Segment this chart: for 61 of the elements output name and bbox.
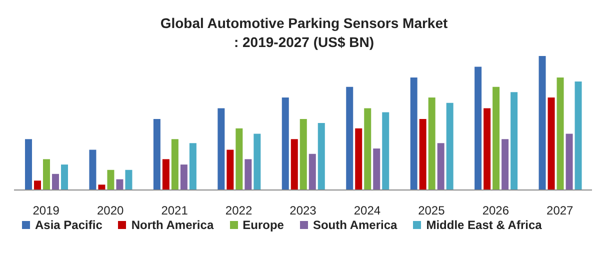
bar (318, 123, 325, 190)
bar (428, 98, 436, 190)
legend-label: Middle East & Africa (426, 218, 542, 232)
bar (125, 170, 132, 190)
bar (107, 170, 114, 190)
legend-label: Europe (242, 218, 284, 232)
x-tick-label: 2027 (546, 204, 574, 218)
bar (556, 77, 564, 190)
bar (282, 98, 289, 190)
bar (364, 108, 372, 190)
bar (410, 77, 418, 190)
bar (346, 86, 354, 190)
bar (446, 102, 454, 190)
bar (254, 134, 261, 190)
bar (162, 159, 170, 190)
x-tick-label: 2019 (32, 204, 60, 218)
bar (171, 139, 178, 190)
bar (236, 128, 243, 190)
bar (574, 81, 582, 190)
bar (382, 112, 390, 190)
bar (510, 92, 518, 190)
bar (538, 56, 546, 190)
bar (116, 179, 124, 190)
bar (492, 86, 500, 190)
bar (566, 134, 573, 190)
bar (484, 108, 491, 190)
legend-label: South America (312, 218, 398, 232)
bar (43, 159, 50, 190)
bar (98, 184, 106, 190)
x-tick-label: 2025 (418, 204, 446, 218)
bar (244, 159, 252, 190)
chart-title: Global Automotive Parking Sensors Market (159, 14, 449, 33)
bar (419, 118, 426, 190)
bar (34, 180, 41, 190)
bar (25, 139, 32, 190)
x-tick-label: 2022 (225, 204, 252, 218)
chart-subtitle: : 2019-2027 (US$ BN) (232, 33, 376, 52)
bar (218, 108, 225, 190)
bar (355, 128, 362, 190)
x-tick-label: 2024 (354, 204, 381, 218)
x-tick-label: 2021 (161, 204, 188, 218)
legend-label: North America (131, 218, 214, 232)
bar (61, 164, 68, 190)
legend-label: Asia Pacific (35, 218, 102, 232)
bar (437, 143, 444, 190)
x-tick-label: 2026 (482, 204, 510, 218)
x-tick-label: 2020 (96, 204, 124, 218)
bar (373, 148, 380, 190)
bar (226, 150, 234, 190)
bar (308, 154, 316, 190)
x-tick-label: 2023 (290, 204, 317, 218)
bar (300, 118, 307, 190)
bar (153, 118, 160, 190)
bar (180, 164, 188, 190)
bar (189, 143, 196, 190)
bar (89, 150, 96, 190)
bar (474, 66, 482, 190)
bar (548, 98, 555, 190)
bar (52, 174, 59, 190)
bar (502, 139, 509, 190)
bar (290, 139, 298, 190)
